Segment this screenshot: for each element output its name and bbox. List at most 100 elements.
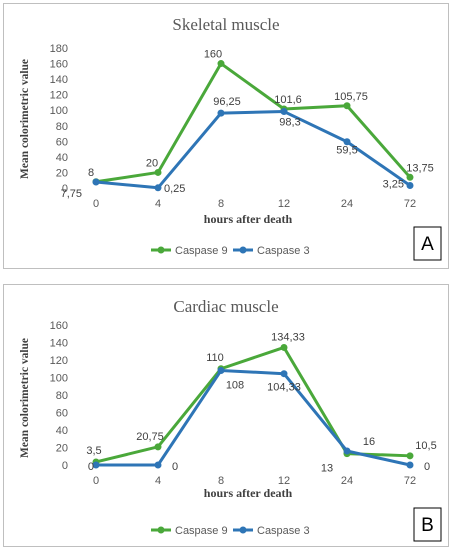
data-label-caspase3: 59,5 xyxy=(336,145,357,157)
chart-title: Cardiac muscle xyxy=(173,297,278,316)
chart-panel-skeletal: Skeletal muscle Mean colorimetric value … xyxy=(3,3,449,269)
legend-label-caspase3: Caspase 3 xyxy=(257,525,310,537)
data-point-caspase3 xyxy=(343,138,351,146)
data-label-caspase9: 10,5 xyxy=(415,440,436,452)
x-axis-ticks: 0 4 8 12 24 72 xyxy=(93,475,416,487)
data-label-caspase9: 20,75 xyxy=(136,431,164,443)
data-point-caspase9 xyxy=(280,343,288,351)
x-tick-label: 8 xyxy=(218,475,224,487)
x-tick-label: 12 xyxy=(278,198,290,210)
data-point-caspase9 xyxy=(343,102,351,110)
x-tick-label: 72 xyxy=(404,198,416,210)
x-tick-label: 12 xyxy=(278,475,290,487)
x-tick-label: 4 xyxy=(155,475,161,487)
y-tick-label: 180 xyxy=(50,43,68,55)
y-tick-label: 60 xyxy=(56,408,68,420)
x-axis-ticks: 0 4 8 12 24 72 xyxy=(93,198,416,210)
chart-title: Skeletal muscle xyxy=(172,15,279,34)
x-tick-label: 24 xyxy=(341,475,353,487)
legend-marker-caspase9 xyxy=(157,246,165,254)
data-label-caspase9: 3,5 xyxy=(86,445,101,457)
data-label-caspase9: 13,75 xyxy=(406,162,434,174)
y-tick-label: 80 xyxy=(56,121,68,133)
cardiac-muscle-chart: Cardiac muscle Mean colorimetric value h… xyxy=(19,297,442,542)
y-tick-label: 160 xyxy=(50,320,68,332)
chart-panel-cardiac: Cardiac muscle Mean colorimetric value h… xyxy=(3,284,449,547)
y-tick-label: 80 xyxy=(56,390,68,402)
data-label-caspase9: 8 xyxy=(88,167,94,179)
data-label-caspase9: 20 xyxy=(146,157,158,169)
data-label-caspase3: 3,25 xyxy=(383,178,404,190)
data-point-caspase3 xyxy=(92,178,100,186)
panel-label: A xyxy=(421,234,434,255)
panel-label-badge: B xyxy=(413,507,442,542)
data-point-caspase3 xyxy=(343,447,351,455)
data-point-caspase3 xyxy=(280,370,288,378)
data-point-caspase9 xyxy=(406,173,414,181)
legend-marker-caspase3 xyxy=(239,526,247,534)
legend-marker-caspase3 xyxy=(239,246,247,254)
x-axis-label: hours after death xyxy=(204,212,293,226)
data-point-caspase3 xyxy=(92,461,100,469)
legend-label-caspase9: Caspase 9 xyxy=(175,245,228,257)
panel-label-badge: A xyxy=(413,226,442,261)
data-label-caspase3: 16 xyxy=(363,436,375,448)
series-line-caspase3 xyxy=(95,110,411,190)
x-tick-label: 72 xyxy=(404,475,416,487)
y-axis-ticks: 0 20 40 60 80 100 120 140 160 xyxy=(50,320,68,472)
data-point-caspase9 xyxy=(406,452,414,460)
y-tick-label: 40 xyxy=(56,152,68,164)
x-tick-label: 0 xyxy=(93,475,99,487)
data-point-caspase3 xyxy=(406,181,414,189)
data-label-caspase3: 96,25 xyxy=(213,96,241,108)
y-tick-label: 20 xyxy=(56,167,68,179)
data-label-caspase3: 0 xyxy=(424,461,430,473)
data-label-caspase9: 105,75 xyxy=(334,91,368,103)
skeletal-muscle-chart: Skeletal muscle Mean colorimetric value … xyxy=(19,15,442,261)
x-axis-label: hours after death xyxy=(204,486,293,500)
legend-label-caspase3: Caspase 3 xyxy=(257,245,310,257)
data-point-caspase9 xyxy=(217,60,225,68)
series-line-caspase3 xyxy=(96,369,411,467)
panel-label: B xyxy=(421,515,434,536)
x-tick-label: 4 xyxy=(155,198,161,210)
data-point-caspase3 xyxy=(217,109,225,117)
data-label-caspase9: 13 xyxy=(321,463,333,475)
data-label-caspase9: 110 xyxy=(206,352,224,364)
y-tick-label: 20 xyxy=(56,443,68,455)
data-point-caspase3 xyxy=(154,184,162,192)
x-tick-label: 8 xyxy=(218,198,224,210)
y-tick-label: 0 xyxy=(62,460,68,472)
data-point-caspase9 xyxy=(154,443,162,451)
y-tick-label: 0 xyxy=(62,183,68,195)
y-tick-label: 160 xyxy=(50,59,68,71)
x-tick-label: 24 xyxy=(341,198,353,210)
y-tick-label: 120 xyxy=(50,355,68,367)
y-tick-label: 40 xyxy=(56,425,68,437)
y-tick-label: 60 xyxy=(56,136,68,148)
data-point-caspase3 xyxy=(217,367,225,374)
data-label-caspase3: 7,75 xyxy=(61,188,82,200)
data-point-caspase3 xyxy=(406,461,414,469)
data-labels: 8 20 160 101,6 105,75 13,75 7,75 0,25 96,25 98,3 5… xyxy=(61,49,434,200)
y-tick-label: 140 xyxy=(50,74,68,86)
data-label-caspase9: 160 xyxy=(204,49,222,61)
legend-label-caspase9: Caspase 9 xyxy=(175,525,228,537)
data-label-caspase9: 101,6 xyxy=(274,94,302,106)
y-axis-ticks: 0 20 40 60 80 100 120 140 160 180 xyxy=(50,43,68,195)
x-tick-label: 0 xyxy=(93,198,99,210)
data-label-caspase3: 104,33 xyxy=(267,382,301,394)
data-label-caspase3: 108 xyxy=(226,380,244,392)
data-point-caspase3 xyxy=(280,108,288,116)
data-label-caspase3: 0,25 xyxy=(164,183,185,195)
data-label-caspase3: 0 xyxy=(172,461,178,473)
y-tick-label: 100 xyxy=(50,373,68,385)
series-lines xyxy=(92,343,414,469)
data-labels: 3,5 20,75 110 134,33 13 10,5 0 0 108 104,33 16 0 xyxy=(86,331,436,474)
series-lines xyxy=(92,60,414,192)
y-axis-label: Mean colorimetric value xyxy=(19,59,31,179)
y-tick-label: 120 xyxy=(50,90,68,102)
data-point-caspase9 xyxy=(154,168,162,176)
data-label-caspase3: 98,3 xyxy=(279,117,300,129)
y-tick-label: 100 xyxy=(50,105,68,117)
